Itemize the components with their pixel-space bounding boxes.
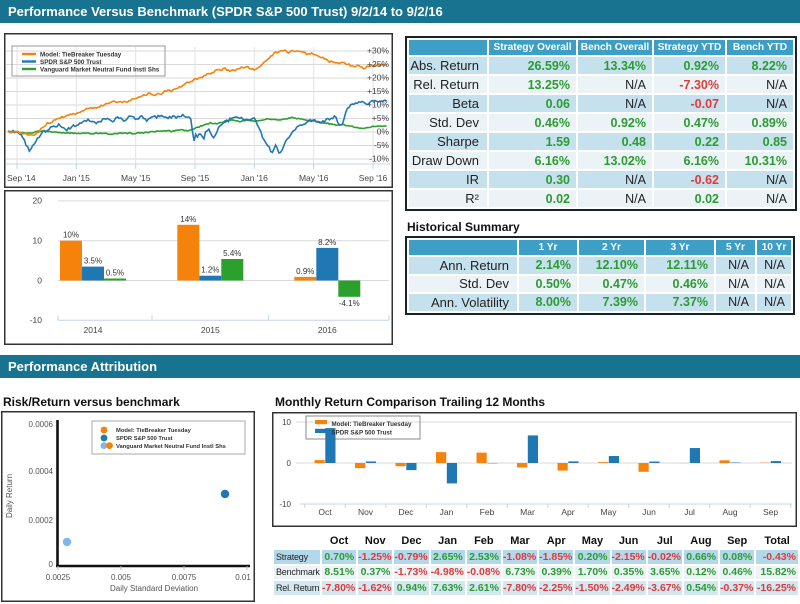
svg-text:0: 0 xyxy=(37,275,42,285)
svg-text:-10: -10 xyxy=(30,315,43,325)
svg-text:Sep '14: Sep '14 xyxy=(7,173,36,183)
svg-text:14%: 14% xyxy=(180,215,196,224)
svg-text:Vanguard Market Neutral Fund I: Vanguard Market Neutral Fund Instl Shs xyxy=(116,444,226,450)
svg-text:SPDR S&P 500 Trust: SPDR S&P 500 Trust xyxy=(40,59,102,66)
svg-text:Model: TieBreaker Tuesday: Model: TieBreaker Tuesday xyxy=(40,52,122,59)
svg-text:0.5%: 0.5% xyxy=(106,269,124,278)
svg-text:1.2%: 1.2% xyxy=(201,266,219,275)
svg-text:10: 10 xyxy=(282,418,291,427)
svg-text:0.0004: 0.0004 xyxy=(29,467,54,476)
svg-text:2015: 2015 xyxy=(201,325,220,335)
svg-text:Jan: Jan xyxy=(440,507,454,517)
svg-text:Dec: Dec xyxy=(398,507,414,517)
svg-text:Sep '16: Sep '16 xyxy=(359,173,388,183)
svg-text:May: May xyxy=(600,507,617,517)
svg-text:Oct: Oct xyxy=(318,507,332,517)
svg-text:2014: 2014 xyxy=(84,325,103,335)
svg-text:0.0002: 0.0002 xyxy=(29,516,54,525)
svg-text:Jan '16: Jan '16 xyxy=(241,173,268,183)
svg-text:-10: -10 xyxy=(279,500,291,509)
svg-text:May '15: May '15 xyxy=(121,173,151,183)
svg-text:May '16: May '16 xyxy=(299,173,329,183)
svg-text:Daily Standard Deviation: Daily Standard Deviation xyxy=(110,584,198,593)
svg-text:Sep '15: Sep '15 xyxy=(181,173,210,183)
svg-text:SPDR S&P 500 Trust: SPDR S&P 500 Trust xyxy=(116,436,173,442)
svg-text:Apr: Apr xyxy=(561,507,574,517)
svg-text:+15%: +15% xyxy=(367,86,389,96)
svg-text:10: 10 xyxy=(33,236,43,246)
svg-text:0.01: 0.01 xyxy=(235,573,251,582)
svg-text:5.4%: 5.4% xyxy=(223,249,241,258)
svg-text:0.9%: 0.9% xyxy=(296,267,314,276)
svg-text:Jul: Jul xyxy=(684,507,695,517)
svg-text:2016: 2016 xyxy=(318,325,337,335)
svg-text:10%: 10% xyxy=(63,231,79,240)
svg-text:0.0075: 0.0075 xyxy=(172,573,197,582)
svg-text:Nov: Nov xyxy=(358,507,374,517)
svg-text:-5%: -5% xyxy=(374,140,390,150)
svg-text:-4.1%: -4.1% xyxy=(339,299,360,308)
svg-text:Sep: Sep xyxy=(763,507,778,517)
svg-text:Mar: Mar xyxy=(520,507,535,517)
svg-text:0: 0 xyxy=(287,459,292,468)
svg-text:Model: TieBreaker Tuesday: Model: TieBreaker Tuesday xyxy=(116,428,192,434)
svg-text:Daily Return: Daily Return xyxy=(5,474,14,518)
svg-text:-10%: -10% xyxy=(369,154,389,164)
svg-text:0: 0 xyxy=(49,560,54,569)
svg-text:+5%: +5% xyxy=(372,113,390,123)
svg-text:Jun: Jun xyxy=(642,507,656,517)
svg-text:Model: TieBreaker Tuesday: Model: TieBreaker Tuesday xyxy=(332,421,412,428)
svg-text:3.5%: 3.5% xyxy=(84,257,102,266)
svg-text:8.2%: 8.2% xyxy=(318,238,336,247)
svg-text:Vanguard Market Neutral Fund I: Vanguard Market Neutral Fund Instl Shs xyxy=(40,67,160,74)
svg-text:0.0025: 0.0025 xyxy=(46,573,71,582)
svg-text:+25%: +25% xyxy=(367,59,389,69)
svg-text:+20%: +20% xyxy=(367,73,389,83)
svg-text:0.005: 0.005 xyxy=(111,573,132,582)
svg-text:Feb: Feb xyxy=(480,507,495,517)
svg-text:Aug: Aug xyxy=(722,507,737,517)
svg-text:Jan '15: Jan '15 xyxy=(63,173,90,183)
svg-text:0%: 0% xyxy=(377,127,390,137)
svg-text:SPDR S&P 500 Trust: SPDR S&P 500 Trust xyxy=(332,430,392,437)
svg-text:0.0006: 0.0006 xyxy=(29,420,54,429)
svg-text:+30%: +30% xyxy=(367,46,389,56)
svg-text:20: 20 xyxy=(33,196,43,206)
svg-text:+10%: +10% xyxy=(367,100,389,110)
